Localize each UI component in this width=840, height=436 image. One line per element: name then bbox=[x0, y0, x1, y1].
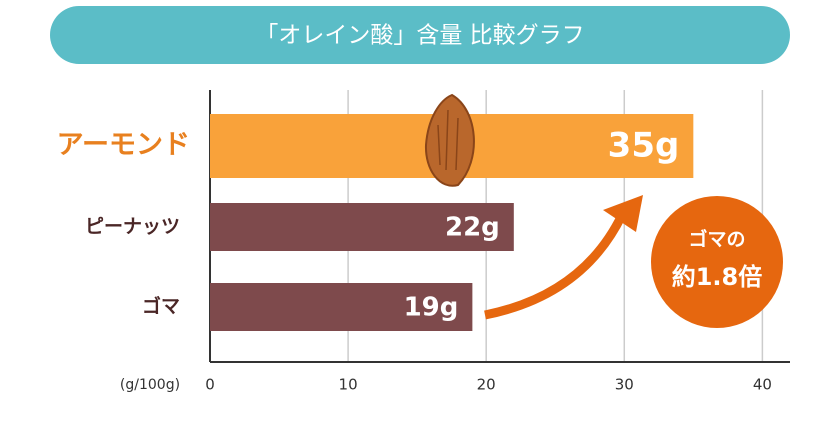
bar-value-label: 19g bbox=[404, 293, 459, 323]
x-tick-label: 0 bbox=[205, 376, 215, 394]
bar bbox=[210, 283, 473, 331]
bar-value-label: 35g bbox=[608, 126, 680, 166]
category-label: アーモンド bbox=[57, 130, 190, 161]
category-label: ゴマ bbox=[142, 295, 180, 318]
arrow-head bbox=[603, 195, 643, 232]
x-tick-label: 30 bbox=[615, 376, 634, 394]
x-axis-unit: (g/100g) bbox=[120, 377, 180, 393]
bar bbox=[210, 203, 514, 251]
chart-title: 「オレイン酸」含量 比較グラフ bbox=[255, 23, 584, 49]
title-banner bbox=[50, 6, 790, 64]
callout-circle bbox=[651, 196, 783, 328]
bar-value-label: 22g bbox=[445, 213, 500, 243]
x-tick-label: 40 bbox=[753, 376, 772, 394]
callout-text: ゴマの bbox=[688, 228, 745, 251]
arrow bbox=[484, 213, 627, 320]
category-label: ピーナッツ bbox=[85, 216, 180, 238]
callout-text: 約1.8倍 bbox=[672, 263, 763, 291]
x-tick-label: 20 bbox=[477, 376, 496, 394]
x-tick-label: 10 bbox=[339, 376, 358, 394]
almond-icon bbox=[424, 93, 475, 187]
